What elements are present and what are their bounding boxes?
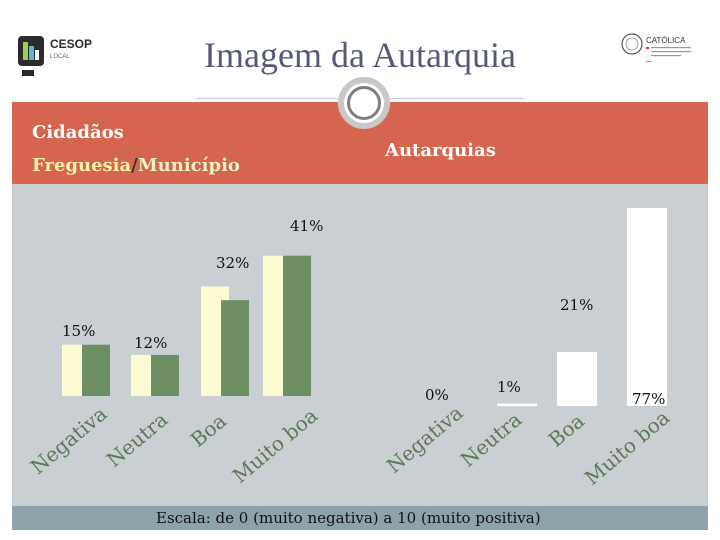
label-separator: /: [131, 155, 138, 176]
category-label-muito-boa: Muito boa: [580, 405, 674, 490]
ring-decoration: [338, 77, 390, 129]
category-label-negativa: Negativa: [382, 400, 468, 477]
category-label-neutra: Neutra: [102, 407, 172, 472]
scale-footer: Escala: de 0 (muito negativa) a 10 (muit…: [12, 506, 708, 530]
catolica-logo-text: CATÓLICA: [646, 36, 686, 45]
data-label-boa: 32%: [216, 254, 249, 272]
data-label-muito-boa: 77%: [632, 390, 665, 408]
autarchies-chart: 0%Negativa 1% Neutra 21% Boa 77%Muito boa: [382, 208, 674, 490]
data-label-boa: 21%: [560, 296, 593, 314]
autarchies-label: Autarquias: [385, 140, 496, 161]
bar-muito-boa-series-2: [283, 255, 311, 396]
cesop-logo-text: CESOP: [50, 37, 92, 51]
bar-neutra-series-2: [151, 354, 179, 396]
parish-municipality-label: Freguesia/Município: [32, 155, 240, 176]
bar-negativa-series-2: [82, 344, 110, 396]
data-label-negativa: 0%: [425, 386, 449, 404]
category-label-boa: Boa: [544, 409, 589, 452]
data-label-muito-boa: 41%: [290, 217, 323, 235]
data-label-neutra: 12%: [134, 334, 167, 352]
bar-neutra: [497, 403, 537, 406]
bar-muito-boa: [627, 208, 667, 406]
municipality-label: Município: [137, 155, 240, 176]
citizens-chart: 15% Negativa 12% Neutra 32% Boa 41% Muito boa: [26, 217, 324, 488]
catolica-seal-icon: CATÓLICA: [621, 33, 691, 62]
scale-note: Escala: de 0 (muito negativa) a 10 (muit…: [156, 509, 541, 527]
cesop-logo-icon: CESOP LOCAL: [18, 36, 92, 76]
parish-label: Freguesia: [32, 155, 132, 176]
bar-boa-series-2: [221, 300, 249, 396]
cesop-logo: CESOP LOCAL: [18, 34, 98, 80]
page-title: Imagem da Autarquia: [204, 35, 516, 75]
data-label-neutra: 1%: [497, 378, 521, 396]
category-label-neutra: Neutra: [456, 407, 526, 472]
bar-boa: [557, 352, 597, 406]
category-label-negativa: Negativa: [26, 401, 112, 478]
citizens-label: Cidadãos: [32, 122, 124, 143]
category-label-muito-boa: Muito boa: [228, 403, 322, 488]
category-label-boa: Boa: [186, 409, 231, 452]
data-label-negativa: 15%: [62, 322, 95, 340]
cesop-logo-subtext: LOCAL: [50, 54, 70, 60]
catolica-logo: CATÓLICA: [620, 30, 710, 70]
